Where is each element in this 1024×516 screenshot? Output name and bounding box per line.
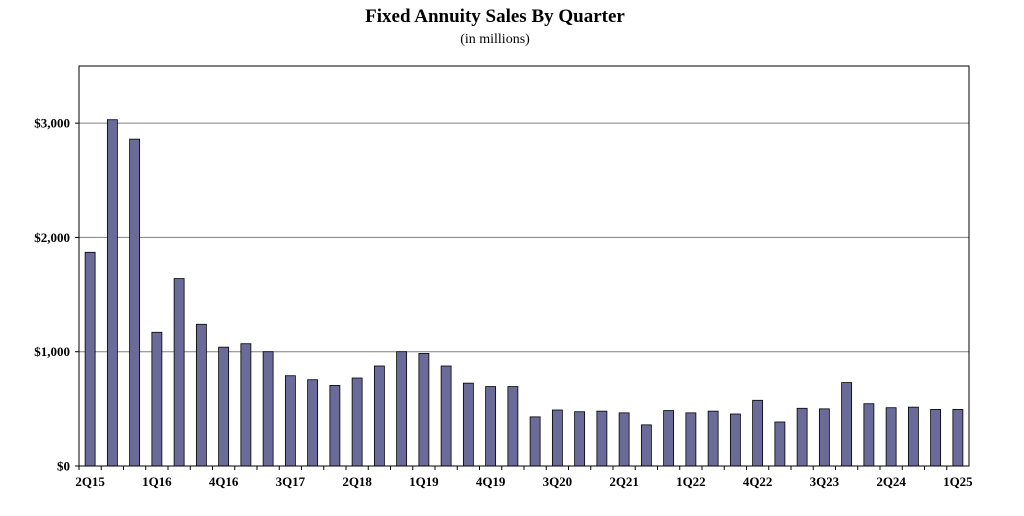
bar-1Q25 [952,409,964,467]
gridlines [79,122,969,353]
x-axis-ticks: 2Q15 1Q16 4Q16 3Q17 2Q18 1Q19 4Q19 3Q20 2Q21 1Q22… [75,466,973,489]
y-axis-ticks: $0 $1,000 $2,000 $3,000 [34,116,79,474]
bar-1Q23 [774,421,786,467]
bar-2Q17 [262,351,274,467]
bar-2Q18 [351,377,363,467]
x-tick-label: 3Q23 [810,474,840,489]
bar-4Q18 [396,351,408,467]
x-tick-label: 1Q25 [943,474,973,489]
bar-1Q24 [863,403,875,467]
bars [84,119,964,467]
x-tick-label: 1Q19 [409,474,439,489]
bar-4Q20 [574,411,586,467]
bar-2Q23 [796,407,808,467]
bar-1Q22 [685,412,697,467]
bar-3Q19 [462,382,474,467]
x-tick-label: 2Q21 [609,474,639,489]
bar-1Q21 [596,410,608,467]
y-tick-label: $0 [57,459,70,474]
y-tick-label: $2,000 [34,230,70,245]
y-tick-label: $1,000 [34,344,70,359]
bar-4Q24 [930,409,942,467]
x-tick-label: 1Q22 [676,474,706,489]
bar-1Q16 [151,331,163,467]
bar-1Q19 [418,353,430,467]
bar-3Q21 [640,424,652,467]
x-tick-label: 4Q22 [743,474,773,489]
bar-4Q23 [841,382,853,467]
bar-1Q18 [329,385,341,467]
x-tick-label: 2Q15 [75,474,105,489]
x-tick-label: 3Q20 [543,474,573,489]
bar-3Q15 [106,119,118,467]
bar-4Q21 [663,410,675,467]
x-tick-label: 1Q16 [142,474,172,489]
bar-3Q22 [729,413,741,467]
bar-3Q23 [818,408,830,467]
bar-4Q17 [307,379,319,467]
x-tick-label: 3Q17 [276,474,306,489]
x-tick-label: 2Q18 [342,474,372,489]
bar-3Q17 [284,375,296,467]
bar-4Q15 [129,138,141,467]
bar-3Q24 [907,406,919,467]
y-tick-label: $3,000 [34,116,70,131]
bar-2Q24 [885,407,897,467]
x-tick-label: 4Q16 [209,474,239,489]
plot-frame [78,65,970,467]
chart-title: Fixed Annuity Sales By Quarter [365,6,625,27]
x-tick-label: 2Q24 [876,474,906,489]
bar-3Q20 [551,409,563,467]
chart-subtitle: (in millions) [460,32,530,47]
bar-3Q18 [373,365,385,467]
bar-3Q16 [195,323,207,467]
bar-2Q20 [529,416,541,467]
bar-4Q16 [218,346,230,467]
x-tick-label: 4Q19 [476,474,506,489]
bar-1Q20 [507,386,519,467]
bar-4Q19 [485,386,497,467]
bar-2Q16 [173,278,185,467]
bar-1Q17 [240,343,252,467]
bar-2Q22 [707,410,719,467]
bar-4Q22 [752,399,764,467]
bar-2Q21 [618,412,630,467]
bar-2Q15 [84,251,96,467]
bar-2Q19 [440,365,452,467]
